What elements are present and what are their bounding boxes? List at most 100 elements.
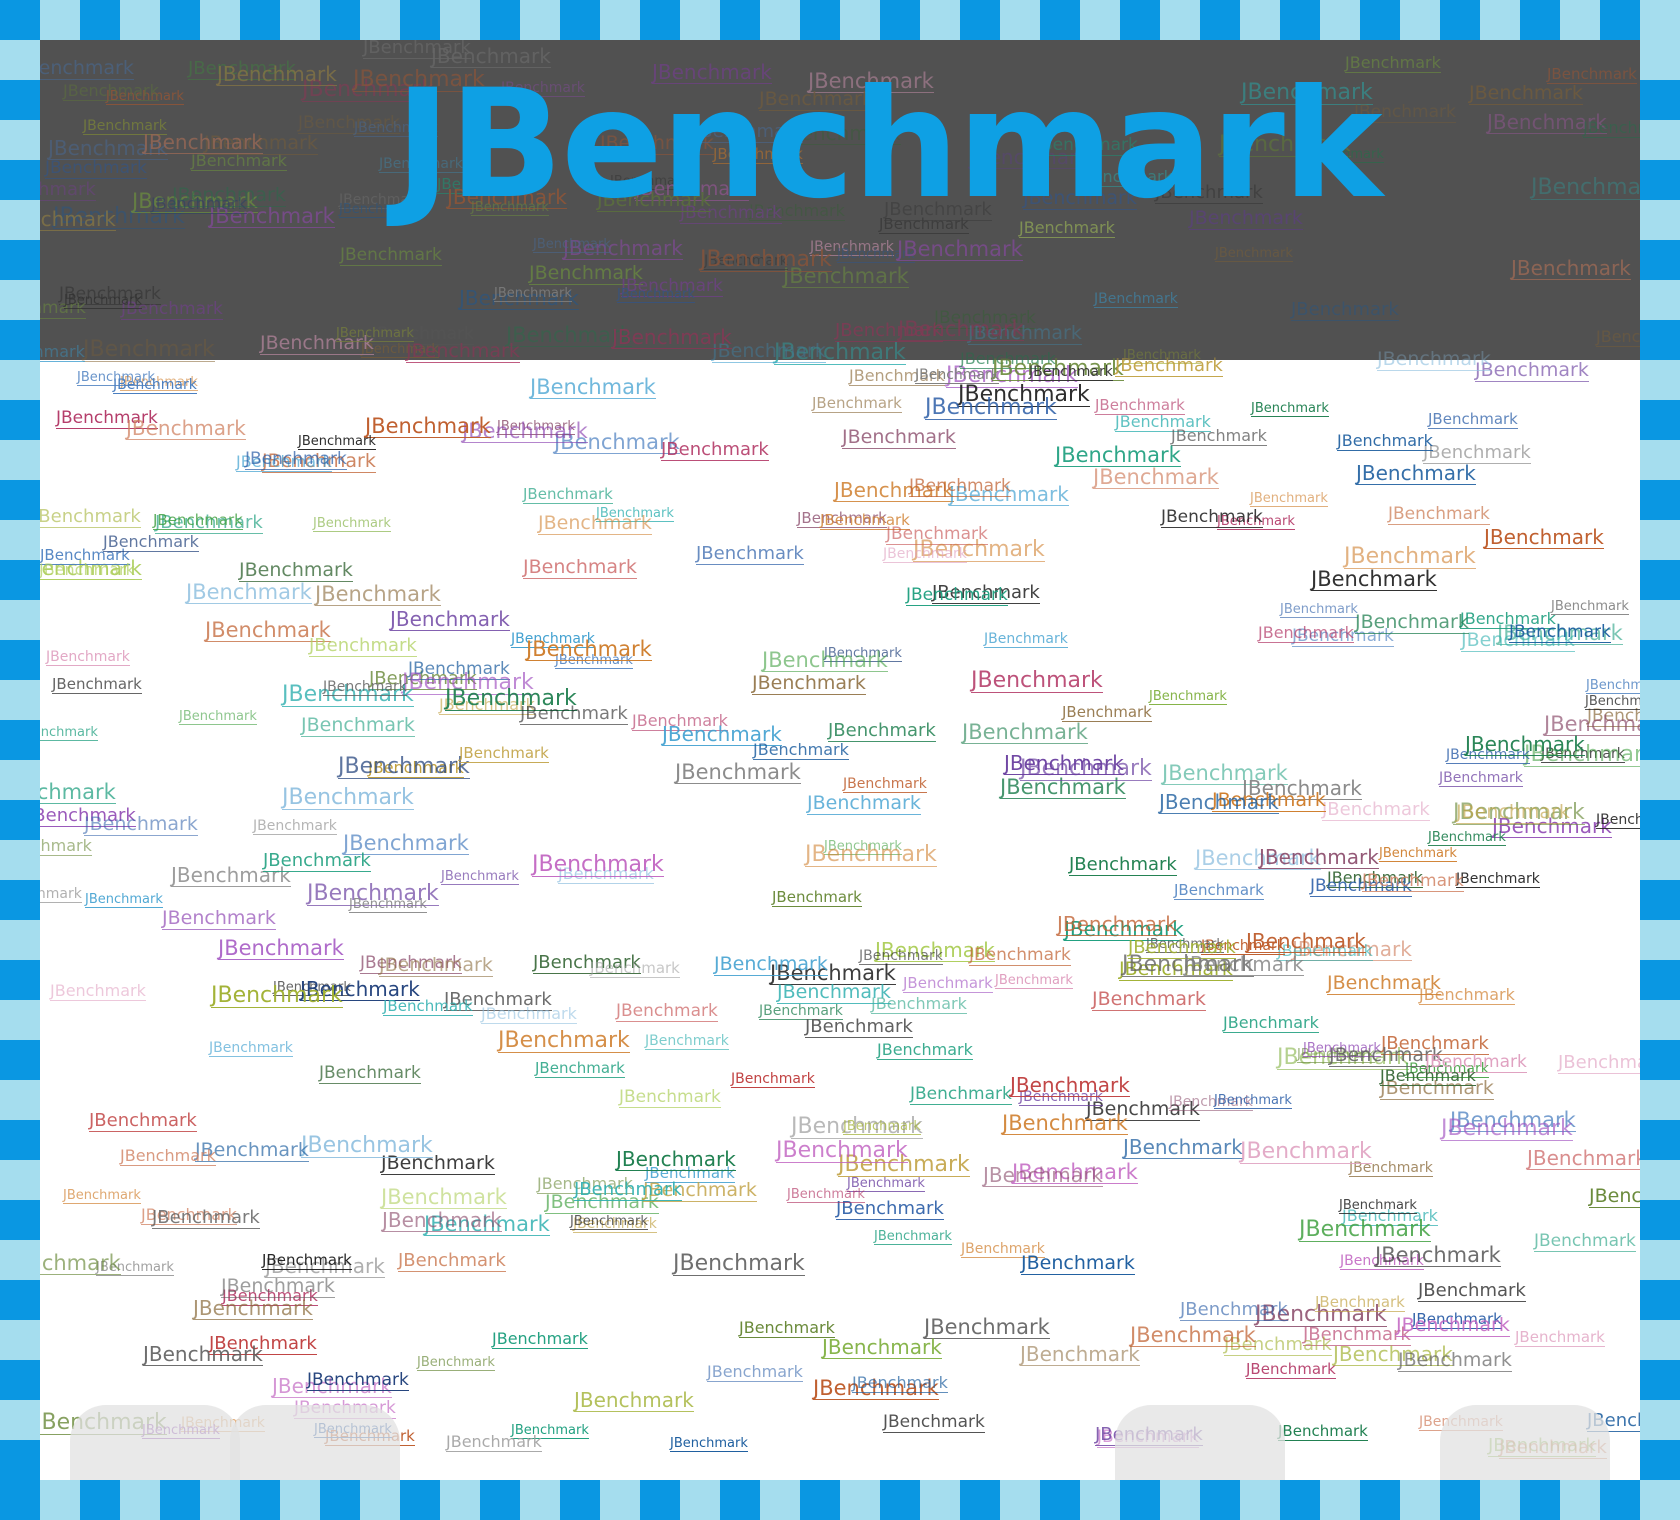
ghost-button[interactable] — [230, 1405, 400, 1480]
benchmark-link[interactable]: JBenchmark — [217, 62, 337, 86]
benchmark-link[interactable]: JBenchmark — [777, 981, 891, 1004]
benchmark-link[interactable]: JBenchmark — [50, 981, 146, 1001]
benchmark-link[interactable]: JBenchmark — [1418, 1280, 1526, 1302]
benchmark-link[interactable]: JBenchmark — [323, 679, 407, 696]
benchmark-link[interactable]: JBenchmark — [1450, 1108, 1576, 1133]
benchmark-link[interactable]: JBenchmark — [781, 121, 901, 145]
benchmark-link[interactable]: JBenchmark — [910, 1084, 1012, 1105]
benchmark-link[interactable]: JBenchmark — [121, 299, 223, 320]
benchmark-link[interactable]: JBenchmark — [643, 1179, 757, 1202]
benchmark-link[interactable]: JBenchmark — [616, 1001, 718, 1022]
benchmark-link[interactable]: JBenchmark — [526, 637, 652, 662]
benchmark-link[interactable]: JBenchmark — [883, 546, 967, 563]
benchmark-link[interactable]: JBenchmark — [909, 476, 1011, 497]
benchmark-link[interactable]: JBenchmark — [354, 120, 438, 137]
benchmark-link[interactable]: JBenchmark — [471, 200, 549, 216]
benchmark-link[interactable]: JBenchmark — [617, 287, 695, 303]
benchmark-link[interactable]: JBenchmark — [265, 1254, 385, 1278]
benchmark-link[interactable]: JBenchmark — [824, 839, 902, 855]
benchmark-link[interactable]: JBenchmark — [1419, 985, 1515, 1005]
benchmark-link[interactable]: JBenchmark — [360, 953, 462, 974]
benchmark-link[interactable]: JBenchmark — [984, 631, 1068, 648]
benchmark-link[interactable]: JBenchmark — [1223, 1013, 1319, 1033]
benchmark-link[interactable]: JBenchmark — [1380, 1066, 1476, 1086]
benchmark-link[interactable]: JBenchmark — [447, 185, 567, 209]
benchmark-link[interactable]: JBenchmark — [1002, 1111, 1128, 1136]
benchmark-link[interactable]: JBenchmark — [835, 320, 943, 342]
benchmark-link[interactable]: JBenchmark — [153, 511, 243, 530]
benchmark-link[interactable]: JBenchmark — [211, 983, 343, 1009]
benchmark-link[interactable]: JBenchmark — [847, 1176, 925, 1192]
benchmark-link[interactable]: JBenchmark — [64, 293, 142, 309]
benchmark-link[interactable]: JBenchmark — [1558, 1053, 1640, 1074]
benchmark-link[interactable]: JBenchmark — [1381, 1033, 1489, 1055]
benchmark-link[interactable]: JBenchmark — [739, 1318, 835, 1338]
benchmark-link[interactable]: JBenchmark — [1277, 941, 1373, 961]
benchmark-link[interactable]: JBenchmark — [1460, 609, 1556, 629]
benchmark-link[interactable]: JBenchmark — [537, 1174, 633, 1194]
benchmark-link[interactable]: JBenchmark — [59, 284, 161, 305]
benchmark-link[interactable]: JBenchmark — [179, 709, 257, 725]
benchmark-link[interactable]: JBenchmark — [1356, 461, 1476, 485]
benchmark-link[interactable]: JBenchmark — [1547, 65, 1637, 84]
benchmark-link[interactable]: JBenchmark — [1345, 53, 1441, 73]
benchmark-link[interactable]: JBenchmark — [662, 722, 782, 746]
benchmark-link[interactable]: JBenchmark — [600, 132, 714, 155]
benchmark-link[interactable]: JBenchmark — [968, 322, 1082, 345]
benchmark-link[interactable]: JBenchmark — [188, 58, 296, 80]
benchmark-link[interactable]: JBenchmark — [1469, 82, 1583, 105]
benchmark-link[interactable]: JBenchmark — [379, 156, 463, 173]
benchmark-link[interactable]: JBenchmark — [1077, 167, 1173, 187]
benchmark-link[interactable]: JBenchmark — [406, 340, 520, 363]
benchmark-link[interactable]: JBenchmark — [459, 286, 579, 310]
benchmark-link[interactable]: JBenchmark — [1333, 1342, 1453, 1366]
benchmark-link[interactable]: JBenchmark — [834, 478, 954, 502]
benchmark-link[interactable]: JBenchmark — [361, 342, 439, 358]
benchmark-link[interactable]: JBenchmark — [812, 394, 902, 413]
benchmark-link[interactable]: JBenchmark — [731, 1071, 815, 1088]
benchmark-link[interactable]: JBenchmark — [1130, 1323, 1256, 1348]
benchmark-link[interactable]: JBenchmark — [1377, 348, 1491, 371]
benchmark-link[interactable]: JBenchmark — [1291, 299, 1399, 321]
benchmark-link[interactable]: JBenchmark — [934, 308, 1036, 329]
benchmark-link[interactable]: JBenchmark — [1527, 1148, 1640, 1170]
benchmark-link[interactable]: JBenchmark — [186, 580, 312, 605]
benchmark-link[interactable]: JBenchmark — [1303, 1041, 1381, 1057]
benchmark-link[interactable]: JBenchmark — [805, 842, 937, 868]
benchmark-link[interactable]: JBenchmark — [501, 80, 585, 97]
benchmark-link[interactable]: JBenchmark — [1250, 491, 1328, 507]
benchmark-link[interactable]: JBenchmark — [1123, 348, 1201, 364]
benchmark-link[interactable]: JBenchmark — [1349, 1160, 1433, 1177]
benchmark-link[interactable]: JBenchmark — [969, 945, 1071, 966]
benchmark-link[interactable]: JBenchmark — [752, 672, 866, 695]
benchmark-link[interactable]: JBenchmark — [402, 670, 534, 696]
benchmark-link[interactable]: JBenchmark — [774, 340, 906, 366]
benchmark-link[interactable]: JBenchmark — [1303, 1324, 1411, 1346]
benchmark-link[interactable]: JBenchmark — [126, 416, 246, 440]
benchmark-link[interactable]: JBenchmark — [96, 1260, 174, 1276]
ghost-button[interactable] — [70, 1405, 240, 1480]
benchmark-link[interactable]: JBenchmark — [298, 113, 400, 134]
benchmark-link[interactable]: JBenchmark — [1062, 703, 1152, 722]
benchmark-link[interactable]: JBenchmark — [300, 977, 420, 1001]
benchmark-link[interactable]: JBenchmark — [695, 121, 803, 143]
benchmark-link[interactable]: JBenchmark — [437, 175, 527, 194]
benchmark-link[interactable]: JBenchmark — [1362, 871, 1464, 892]
benchmark-link[interactable]: JBenchmark — [439, 695, 535, 715]
benchmark-link[interactable]: JBenchmark — [40, 806, 136, 827]
benchmark-link[interactable]: JBenchmark — [545, 1191, 659, 1214]
benchmark-link[interactable]: JBenchmark — [1322, 799, 1430, 821]
benchmark-link[interactable]: JBenchmark — [1515, 1328, 1605, 1347]
benchmark-link[interactable]: JBenchmark — [209, 204, 335, 229]
benchmark-link[interactable]: JBenchmark — [339, 202, 417, 218]
benchmark-link[interactable]: JBenchmark — [143, 130, 263, 154]
benchmark-link[interactable]: JBenchmark — [915, 367, 999, 384]
benchmark-link[interactable]: JBenchmark — [282, 682, 414, 708]
benchmark-link[interactable]: JBenchmark — [619, 1087, 721, 1108]
benchmark-link[interactable]: JBenchmark — [810, 239, 894, 256]
benchmark-link[interactable]: JBenchmark — [307, 1370, 409, 1391]
benchmark-link[interactable]: JBenchmark — [530, 375, 656, 400]
benchmark-link[interactable]: JBenchmark — [946, 363, 1078, 389]
benchmark-link[interactable]: JBenchmark — [1171, 426, 1267, 446]
benchmark-link[interactable]: JBenchmark — [1587, 707, 1640, 727]
